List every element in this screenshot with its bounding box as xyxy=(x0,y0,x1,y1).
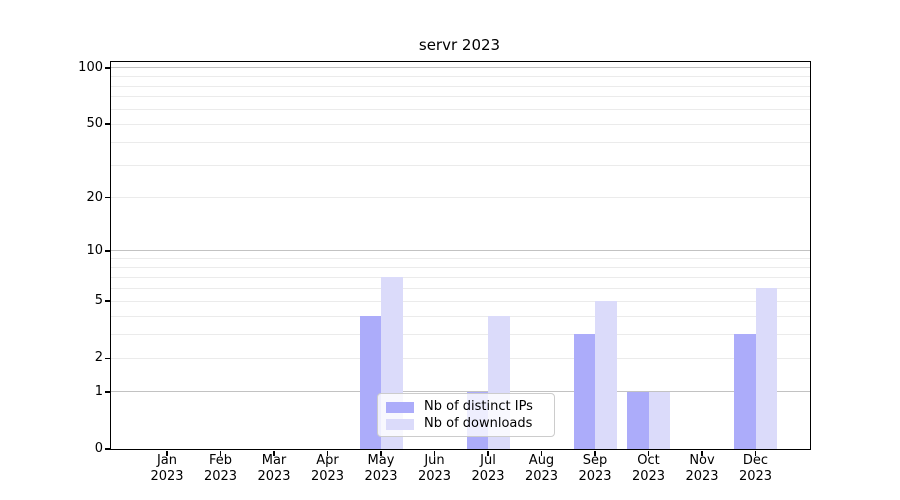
y-axis-tick xyxy=(104,67,110,69)
y-axis-tick-label: 1 xyxy=(94,383,103,399)
y-axis-tick-label: 5 xyxy=(94,293,103,308)
gridline-minor xyxy=(111,287,810,289)
x-axis-tick-label: Jul 2023 xyxy=(471,453,505,484)
chart-title: servr 2023 xyxy=(418,36,501,54)
gridline-major xyxy=(111,391,810,393)
legend-swatch-icon xyxy=(386,401,414,413)
y-axis-tick-label: 100 xyxy=(78,59,103,75)
gridline-major xyxy=(111,250,810,252)
chart-legend: Nb of distinct IPs Nb of downloads xyxy=(377,393,555,437)
gridline-minor xyxy=(111,164,810,166)
legend-label: Nb of distinct IPs xyxy=(424,399,533,414)
legend-item: Nb of downloads xyxy=(386,416,554,432)
x-axis-tick xyxy=(166,450,168,456)
x-axis-tick xyxy=(219,450,222,456)
bar-distinct-ips-may xyxy=(359,316,381,449)
gridline-minor xyxy=(111,123,810,125)
gridline-minor xyxy=(111,300,810,302)
gridline-minor xyxy=(111,85,810,87)
bar-downloads-dec xyxy=(755,288,777,449)
x-axis-tick xyxy=(326,450,329,456)
x-axis-tick xyxy=(273,450,275,456)
y-axis-tick-label: 2 xyxy=(94,350,103,366)
x-axis-tick xyxy=(701,450,703,456)
gridline-minor xyxy=(111,267,810,268)
gridline-minor xyxy=(111,258,810,260)
y-axis-tick-label: 50 xyxy=(86,116,103,132)
gridline-minor xyxy=(111,357,810,359)
legend-swatch-icon xyxy=(386,418,414,430)
y-axis-tick-label: 20 xyxy=(86,189,103,205)
x-axis-tick-label: May 2023 xyxy=(364,453,398,484)
x-axis-tick-label: Dec 2023 xyxy=(738,453,773,484)
gridline-minor xyxy=(111,197,810,199)
gridline-major xyxy=(111,67,810,69)
bar-downloads-oct xyxy=(648,391,670,449)
gridline-minor xyxy=(111,333,810,335)
x-axis-tick-label: Mar 2023 xyxy=(257,453,291,484)
gridline-minor xyxy=(111,108,810,110)
y-axis-tick-label: 10 xyxy=(86,242,103,258)
gridline-minor xyxy=(111,75,810,77)
x-axis-tick-label: Nov 2023 xyxy=(685,453,719,484)
x-axis-tick-label: Jan 2023 xyxy=(150,453,184,484)
gridline-minor xyxy=(111,96,810,98)
gridline-minor xyxy=(111,315,810,317)
x-axis-tick-label: Oct 2023 xyxy=(631,453,666,484)
y-axis-tick xyxy=(104,196,110,199)
bar-distinct-ips-oct xyxy=(627,391,649,449)
legend-label: Nb of downloads xyxy=(424,416,533,431)
x-axis-tick-label: Aug 2023 xyxy=(524,453,559,484)
legend-item: Nb of distinct IPs xyxy=(386,399,554,415)
x-axis-tick-label: Feb 2023 xyxy=(203,453,238,484)
plot-area: 0 1 2 5 10 20 50 100 Jan 2023 Feb 2023 Mar 2023 Apr… xyxy=(78,60,811,484)
x-axis-tick xyxy=(754,450,757,456)
x-axis-tick xyxy=(380,450,382,456)
y-axis-tick xyxy=(104,391,110,393)
x-axis-tick xyxy=(433,450,436,456)
x-axis-tick xyxy=(647,450,650,456)
x-axis-tick-label: Apr 2023 xyxy=(310,453,345,484)
y-axis-tick xyxy=(104,300,110,302)
y-axis-tick xyxy=(104,357,110,359)
gridline-minor xyxy=(111,141,810,143)
gridline-minor xyxy=(111,276,810,278)
bar-distinct-ips-sep xyxy=(573,334,595,449)
x-axis-tick xyxy=(594,450,596,456)
x-axis-tick-label: Sep 2023 xyxy=(578,453,612,484)
x-axis-tick xyxy=(540,450,543,456)
bar-downloads-sep xyxy=(595,301,617,449)
y-axis-tick-label: 0 xyxy=(94,441,103,456)
y-axis-tick xyxy=(104,250,110,252)
y-axis-tick xyxy=(104,123,110,125)
y-axis-tick xyxy=(104,448,110,450)
x-axis-tick xyxy=(487,450,489,456)
bar-distinct-ips-dec xyxy=(734,334,756,449)
x-axis-tick-label: Jun 2023 xyxy=(417,453,452,484)
